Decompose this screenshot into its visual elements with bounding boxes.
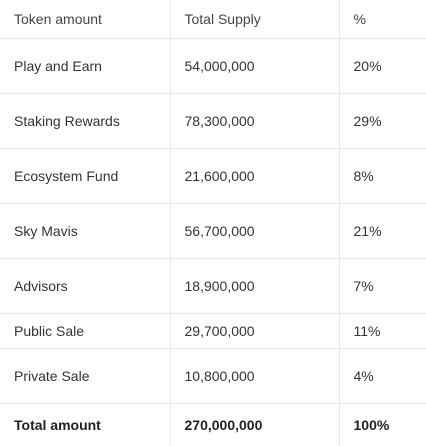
total-supply-value: 56,700,000 — [170, 204, 339, 259]
total-supply-value: 18,900,000 — [170, 259, 339, 314]
token-category: Ecosystem Fund — [0, 149, 170, 204]
total-row: Total amount 270,000,000 100% — [0, 404, 426, 446]
total-supply-value: 29,700,000 — [170, 314, 339, 349]
table-header-row: Token amount Total Supply % — [0, 0, 426, 39]
table-row: Staking Rewards 78,300,000 29% — [0, 94, 426, 149]
token-category: Staking Rewards — [0, 94, 170, 149]
token-category: Sky Mavis — [0, 204, 170, 259]
percent-value: 11% — [339, 314, 426, 349]
total-supply-sum: 270,000,000 — [170, 404, 339, 446]
total-percent: 100% — [339, 404, 426, 446]
percent-value: 8% — [339, 149, 426, 204]
percent-value: 29% — [339, 94, 426, 149]
table-row: Public Sale 29,700,000 11% — [0, 314, 426, 349]
percent-value: 7% — [339, 259, 426, 314]
percent-value: 4% — [339, 349, 426, 404]
token-category: Public Sale — [0, 314, 170, 349]
table-row: Play and Earn 54,000,000 20% — [0, 39, 426, 94]
table-row: Advisors 18,900,000 7% — [0, 259, 426, 314]
column-header-token-amount: Token amount — [0, 0, 170, 39]
total-supply-value: 10,800,000 — [170, 349, 339, 404]
table-row: Sky Mavis 56,700,000 21% — [0, 204, 426, 259]
percent-value: 21% — [339, 204, 426, 259]
total-supply-value: 78,300,000 — [170, 94, 339, 149]
column-header-percent: % — [339, 0, 426, 39]
total-label: Total amount — [0, 404, 170, 446]
token-category: Private Sale — [0, 349, 170, 404]
column-header-total-supply: Total Supply — [170, 0, 339, 39]
table-row: Ecosystem Fund 21,600,000 8% — [0, 149, 426, 204]
total-supply-value: 54,000,000 — [170, 39, 339, 94]
table-row: Private Sale 10,800,000 4% — [0, 349, 426, 404]
percent-value: 20% — [339, 39, 426, 94]
token-category: Play and Earn — [0, 39, 170, 94]
token-category: Advisors — [0, 259, 170, 314]
total-supply-value: 21,600,000 — [170, 149, 339, 204]
